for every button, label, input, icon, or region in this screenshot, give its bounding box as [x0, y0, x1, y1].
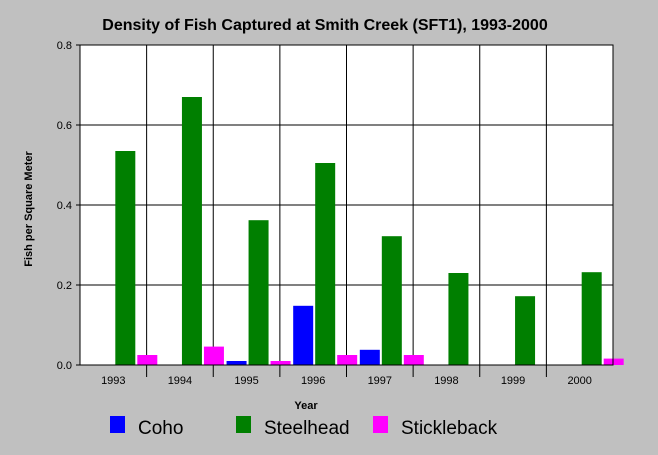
x-tick-label: 1993 [101, 375, 125, 387]
legend-swatch-coho [110, 416, 125, 433]
bar-stickleback-1996 [337, 355, 358, 365]
plot-border [79, 44, 614, 366]
x-tick-label: 2000 [567, 375, 591, 387]
y-tick-label: 0.4 [57, 200, 72, 212]
tick-labels: 0.0 0.2 0.4 0.6 0.8 1993 1994 1995 1996 1997 1998 1… [57, 40, 592, 387]
legend-label-steelhead: Steelhead [264, 418, 350, 439]
bar-steelhead-1993 [115, 151, 136, 365]
bar-steelhead-1995 [248, 220, 269, 365]
bar-steelhead-2000 [581, 272, 602, 365]
legend-swatch-stickleback [373, 416, 388, 433]
bar-stickleback-1993 [137, 355, 158, 365]
bar-stickleback-1995 [270, 361, 291, 365]
bar-stickleback-1997 [403, 355, 424, 365]
legend-label-stickleback: Stickleback [401, 418, 498, 439]
bar-coho-1995 [226, 361, 247, 365]
bar-steelhead-1997 [381, 236, 402, 365]
x-tick-label: 1998 [434, 375, 458, 387]
x-tick-label: 1994 [168, 375, 192, 387]
bar-steelhead-1998 [448, 273, 469, 365]
legend: Coho Steelhead Stickleback [110, 416, 498, 439]
y-tick-label: 0.0 [57, 360, 72, 372]
chart-title: Density of Fish Captured at Smith Creek … [102, 17, 548, 34]
bar-steelhead-1994 [181, 97, 202, 365]
legend-swatch-steelhead [236, 416, 251, 433]
x-tick-label: 1996 [301, 375, 325, 387]
x-axis-label: Year [294, 400, 318, 412]
x-tick-label: 1999 [501, 375, 525, 387]
bar-steelhead-1999 [515, 296, 536, 365]
bar-stickleback-2000 [603, 358, 624, 365]
y-tick-label: 0.8 [57, 40, 72, 52]
x-tick-label: 1995 [234, 375, 258, 387]
y-tick-label: 0.2 [57, 280, 72, 292]
bar-steelhead-1996 [315, 163, 336, 365]
x-tick-label: 1997 [368, 375, 392, 387]
bars [115, 97, 624, 365]
y-tick-label: 0.6 [57, 120, 72, 132]
bar-coho-1996 [293, 305, 314, 365]
bar-stickleback-1994 [203, 346, 224, 365]
y-axis-label: Fish per Square Meter [23, 151, 35, 267]
bar-coho-1997 [359, 349, 380, 365]
legend-label-coho: Coho [138, 418, 183, 439]
